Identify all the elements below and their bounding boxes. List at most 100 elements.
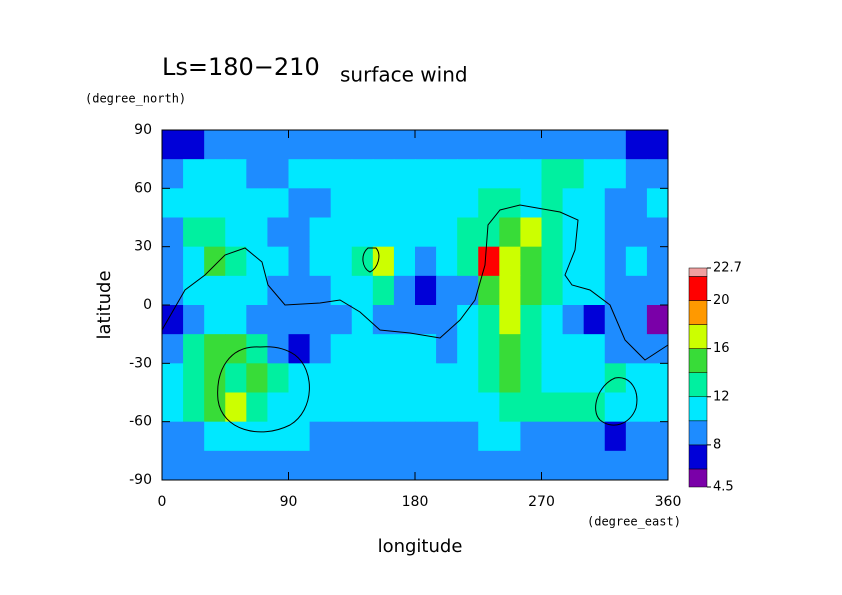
colorbar: 4.5 8 12 16 20 22.7 [688, 261, 742, 495]
field-cell [351, 421, 374, 452]
field-cell [393, 217, 416, 248]
field-cell [415, 159, 437, 189]
field-cell [583, 217, 606, 248]
field-cell [646, 246, 669, 277]
field-cell [330, 363, 353, 393]
colorbar-swatch [688, 420, 708, 446]
field-cell [520, 363, 542, 393]
field-cell [562, 305, 585, 335]
field-cell [246, 217, 268, 248]
field-cell [351, 305, 374, 335]
field-cell [415, 275, 437, 306]
field-cell [646, 130, 669, 160]
field-cell [457, 363, 479, 393]
field-cell [457, 392, 479, 423]
field-cell [562, 130, 585, 160]
field-cell [604, 159, 627, 189]
field-cell [183, 159, 205, 189]
colorbar-swatch [688, 267, 708, 277]
field-cell [583, 421, 606, 452]
x-tick-label: 270 [528, 494, 555, 510]
field-cell [246, 275, 268, 306]
y-units: (degree_north) [85, 92, 186, 106]
field-cell [309, 188, 332, 218]
field-cell [309, 334, 332, 364]
field-cell [457, 421, 479, 452]
x-units: (degree_east) [587, 515, 681, 529]
field-cell [267, 275, 289, 306]
field-cell [351, 275, 374, 306]
y-axis-label: latitude [94, 270, 115, 339]
topography-contours [161, 204, 669, 433]
x-tick-label: 180 [402, 494, 429, 510]
field-cell [541, 217, 564, 248]
field-cell [162, 363, 184, 393]
colorbar-tick-label: 20 [713, 293, 730, 308]
field-cell [541, 305, 564, 335]
field-cell [162, 275, 184, 306]
x-tick-label: 90 [280, 494, 298, 510]
field-cell [646, 275, 669, 306]
field-cell [604, 392, 627, 423]
field-cell [309, 217, 332, 248]
field-cell [415, 363, 437, 393]
field-cell [393, 159, 416, 189]
field-cell [499, 305, 521, 335]
field-cell [225, 421, 247, 452]
field-cell [372, 450, 395, 481]
field-cell [604, 275, 627, 306]
field-cell [162, 159, 184, 189]
field-cell [583, 130, 606, 160]
x-tick-label: 0 [158, 494, 167, 510]
field-cell [583, 305, 606, 335]
field-cell [625, 246, 648, 277]
field-cell [246, 188, 268, 218]
field-cell [246, 334, 268, 364]
colorbar-swatch [688, 444, 708, 470]
field-cell [604, 421, 627, 452]
field-cell [541, 421, 564, 452]
field-cell [520, 130, 542, 160]
field-cell [562, 334, 585, 364]
y-tick-label: 90 [134, 122, 152, 138]
field-cell [183, 305, 205, 335]
field-cell [372, 392, 395, 423]
field-cell [225, 159, 247, 189]
field-cell [562, 392, 585, 423]
field-cell [162, 130, 184, 160]
field-cell [351, 217, 374, 248]
field-cell [288, 392, 311, 423]
field-cell [309, 130, 332, 160]
field-cell [604, 450, 627, 481]
field-cell [499, 450, 521, 481]
field-cell [372, 217, 395, 248]
field-cell [309, 450, 332, 481]
field-cell [478, 421, 500, 452]
field-cell [520, 159, 542, 189]
field-cell [204, 217, 226, 248]
field-cell [478, 305, 500, 335]
field-cell [393, 246, 416, 277]
field-cell [204, 450, 226, 481]
field-cell [478, 334, 500, 364]
field-cell [436, 275, 458, 306]
field-cell [330, 421, 353, 452]
field-cell [246, 450, 268, 481]
field-cell [267, 188, 289, 218]
field-cell [625, 450, 648, 481]
field-cell [562, 450, 585, 481]
field-cell [351, 450, 374, 481]
field-cell [162, 421, 184, 452]
colorbar-swatch [688, 300, 708, 325]
field-cell [288, 305, 311, 335]
field-cell [562, 159, 585, 189]
field-cell [415, 305, 437, 335]
field-cell [267, 217, 289, 248]
field-cell [183, 392, 205, 423]
field-cell [583, 246, 606, 277]
field-cell [225, 450, 247, 481]
y-tick-label: 30 [134, 239, 152, 255]
field-cell [646, 305, 669, 335]
field-cell [499, 217, 521, 248]
